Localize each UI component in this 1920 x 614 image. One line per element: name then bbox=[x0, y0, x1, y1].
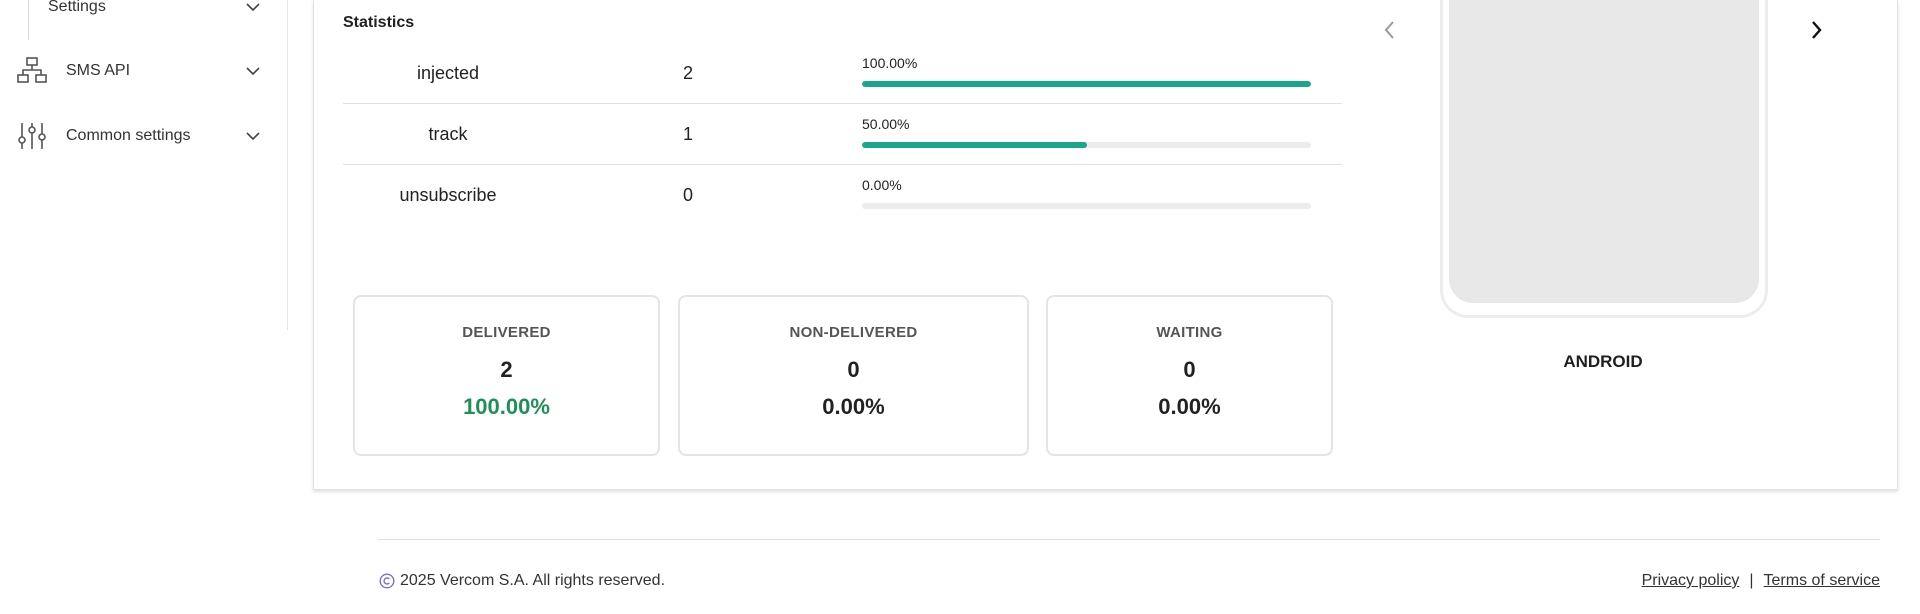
phone-screen bbox=[1449, 0, 1759, 303]
privacy-policy-link[interactable]: Privacy policy bbox=[1641, 572, 1740, 589]
terms-of-service-link[interactable]: Terms of service bbox=[1763, 572, 1880, 589]
progress-fill bbox=[862, 142, 1087, 148]
stat-count: 1 bbox=[683, 124, 694, 144]
summary-non-delivered: NON-DELIVERED 0 0.00% bbox=[678, 295, 1029, 456]
progress-bar bbox=[862, 203, 1311, 209]
sidebar-divider bbox=[287, 0, 288, 330]
sidebar: Settings SMS API Common bbox=[0, 0, 288, 614]
stat-percent: 100.00% bbox=[862, 55, 918, 71]
sidebar-item-settings[interactable]: Settings bbox=[0, 0, 288, 27]
summary-percent: 0.00% bbox=[1158, 394, 1221, 419]
platform-label: ANDROID bbox=[1563, 352, 1643, 371]
summary-count: 0 bbox=[847, 357, 860, 382]
summary-count: 2 bbox=[500, 357, 513, 382]
chevron-down-icon bbox=[244, 63, 262, 79]
summary-waiting: WAITING 0 0.00% bbox=[1046, 295, 1333, 456]
footer-links: Privacy policy | Terms of service bbox=[1642, 572, 1880, 590]
copyright-icon bbox=[379, 573, 395, 589]
stat-row-track: track 1 50.00% bbox=[343, 104, 1342, 165]
stat-percent: 0.00% bbox=[862, 177, 902, 193]
summary-title: WAITING bbox=[1156, 324, 1223, 341]
stat-name: injected bbox=[416, 63, 480, 83]
progress-bar bbox=[862, 81, 1311, 87]
summary-title: NON-DELIVERED bbox=[789, 324, 918, 341]
sidebar-item-sms-api[interactable]: SMS API bbox=[0, 51, 288, 91]
summary-title: DELIVERED bbox=[462, 324, 551, 341]
stat-count: 0 bbox=[683, 185, 694, 205]
sidebar-item-common-settings[interactable]: Common settings bbox=[0, 116, 288, 156]
stat-row-unsubscribe: unsubscribe 0 0.00% bbox=[343, 165, 1342, 225]
copyright-text: 2025 Vercom S.A. All rights reserved. bbox=[400, 572, 666, 589]
stat-count: 2 bbox=[683, 63, 694, 83]
sidebar-item-label: SMS API bbox=[66, 62, 131, 79]
footer-divider bbox=[378, 539, 1880, 540]
sliders-icon bbox=[17, 122, 49, 150]
stat-percent: 50.00% bbox=[862, 116, 910, 132]
phone-preview bbox=[1440, 0, 1768, 318]
footer-separator: | bbox=[1749, 572, 1754, 589]
sidebar-item-label: Common settings bbox=[66, 127, 191, 144]
progress-bar bbox=[862, 142, 1311, 148]
next-arrow-icon[interactable] bbox=[1806, 18, 1826, 42]
chevron-down-icon bbox=[244, 0, 262, 15]
stat-row-injected: injected 2 100.00% bbox=[343, 43, 1342, 104]
chevron-down-icon bbox=[244, 128, 262, 144]
summary-count: 0 bbox=[1183, 357, 1196, 382]
summary-delivered: DELIVERED 2 100.00% bbox=[353, 295, 660, 456]
submenu-guide-line bbox=[28, 0, 29, 40]
stat-name: unsubscribe bbox=[399, 185, 497, 205]
sidebar-item-label: Settings bbox=[48, 0, 106, 15]
summary-percent: 0.00% bbox=[822, 394, 885, 419]
sitemap-icon bbox=[17, 57, 49, 85]
progress-fill bbox=[862, 81, 1311, 87]
stat-name: track bbox=[428, 124, 468, 144]
previous-arrow-icon[interactable] bbox=[1380, 18, 1400, 42]
summary-percent: 100.00% bbox=[463, 394, 550, 419]
statistics-title: Statistics bbox=[343, 14, 415, 31]
copyright: 2025 Vercom S.A. All rights reserved. bbox=[379, 572, 665, 590]
